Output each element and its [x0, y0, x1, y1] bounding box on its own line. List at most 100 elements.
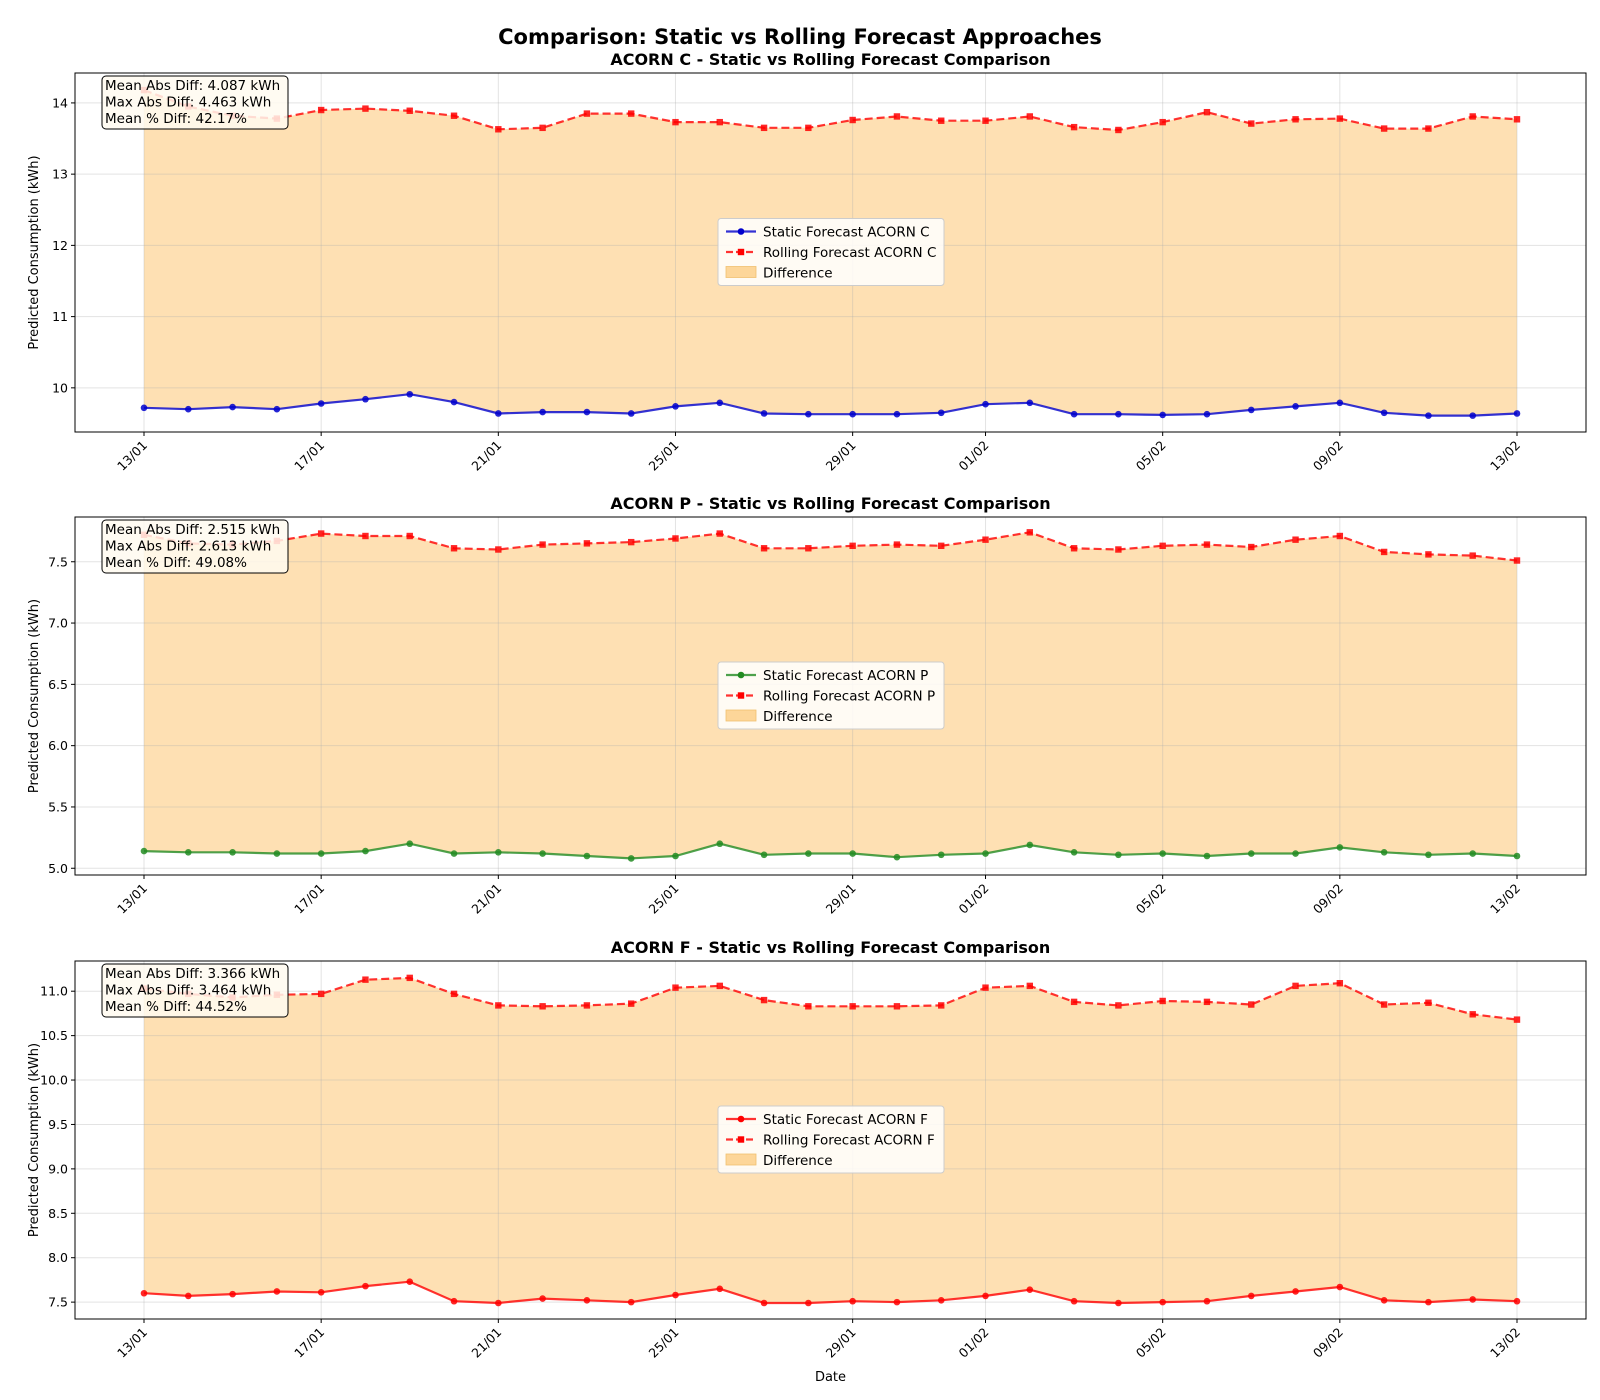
- data-point: [450, 990, 458, 998]
- data-point: [893, 853, 901, 861]
- y-axis-label: Predicted Consumption (kWh): [27, 155, 42, 349]
- legend-marker: [737, 692, 745, 699]
- data-point: [317, 1289, 325, 1296]
- stats-box-background: [101, 75, 289, 130]
- data-point: [805, 1003, 812, 1010]
- data-point: [1336, 399, 1344, 407]
- data-point: [1425, 125, 1432, 132]
- series-line-static: [143, 393, 1518, 417]
- data-point: [495, 849, 502, 856]
- data-point: [1248, 120, 1255, 127]
- data-point: [938, 542, 945, 550]
- data-point: [1203, 541, 1211, 548]
- data-point: [1026, 113, 1034, 120]
- data-point: [982, 850, 989, 857]
- data-point: [539, 850, 546, 857]
- data-point: [982, 400, 989, 408]
- data-point: [760, 1299, 768, 1307]
- data-point: [982, 984, 989, 991]
- data-point: [938, 117, 945, 124]
- data-point: [1513, 852, 1521, 860]
- data-point: [1513, 116, 1521, 123]
- data-point: [1070, 1297, 1078, 1305]
- data-point: [450, 112, 458, 119]
- data-point: [1070, 123, 1078, 131]
- data-point: [1203, 1297, 1211, 1305]
- y-tick-label: 5.0: [48, 861, 68, 876]
- data-point: [1380, 849, 1388, 856]
- data-point: [760, 996, 768, 1004]
- subplot-title: ACORN C - Static vs Rolling Forecast Com…: [610, 50, 1050, 69]
- data-point: [672, 984, 679, 991]
- data-point: [317, 850, 325, 857]
- data-point: [317, 530, 325, 537]
- data-point: [362, 395, 369, 403]
- data-point: [229, 1290, 236, 1298]
- data-point: [1248, 1001, 1255, 1008]
- data-point: [1159, 118, 1166, 126]
- stats-line: Max Abs Diff: 4.463 kWh: [105, 95, 271, 111]
- y-tick-label: 10.5: [40, 1028, 68, 1043]
- y-axis-label: Predicted Consumption (kWh): [27, 599, 42, 793]
- data-point: [583, 540, 591, 547]
- data-point: [805, 1299, 812, 1307]
- data-point: [1380, 548, 1388, 556]
- data-point: [1292, 536, 1299, 543]
- data-point: [627, 538, 635, 546]
- data-point: [583, 1297, 591, 1304]
- stats-box-background: [101, 519, 289, 574]
- data-point: [539, 1003, 546, 1010]
- data-point: [1336, 1283, 1344, 1291]
- data-point: [1513, 1297, 1521, 1305]
- series-line-static: [143, 1280, 1518, 1305]
- y-tick-label: 8.0: [48, 1250, 68, 1265]
- legend-frame: [717, 1105, 945, 1174]
- data-point: [1380, 1297, 1388, 1304]
- data-point: [1380, 409, 1388, 417]
- legend-frame: [717, 218, 945, 286]
- legend-fill-swatch: [725, 709, 757, 722]
- data-point: [539, 1295, 546, 1302]
- stats-line: Max Abs Diff: 2.613 kWh: [105, 539, 271, 555]
- data-point: [672, 535, 679, 542]
- y-tick-label: 11: [52, 309, 68, 324]
- data-point: [982, 1292, 989, 1300]
- data-point: [406, 390, 414, 398]
- data-point: [893, 1003, 901, 1010]
- data-point: [893, 1298, 901, 1306]
- data-point: [539, 408, 546, 416]
- legend: Static Forecast ACORN P Rolling Forecast …: [717, 661, 945, 730]
- data-point: [1247, 1292, 1255, 1300]
- data-point: [627, 1000, 635, 1007]
- data-point: [1159, 542, 1166, 550]
- data-point: [1115, 126, 1122, 134]
- data-point: [1115, 1002, 1122, 1009]
- subplot-2: ACORN P - Static vs Rolling Forecast Com…: [27, 494, 1587, 917]
- data-point: [1292, 1288, 1299, 1295]
- data-point: [450, 398, 458, 406]
- plot-frame: [74, 960, 1587, 1320]
- legend-frame: [717, 661, 945, 730]
- y-tick-label: 13: [52, 167, 68, 182]
- legend-fill-swatch: [725, 266, 757, 278]
- data-point: [1336, 115, 1344, 122]
- data-point: [495, 126, 502, 133]
- data-point: [450, 1297, 458, 1305]
- legend-label: Rolling Forecast ACORN F: [763, 1133, 935, 1149]
- data-point: [672, 1291, 679, 1299]
- data-point: [1203, 108, 1211, 116]
- data-point: [1203, 998, 1211, 1006]
- legend-label: Static Forecast ACORN P: [763, 668, 928, 684]
- data-point: [937, 1297, 945, 1304]
- data-point: [849, 1003, 856, 1010]
- data-point: [1203, 410, 1211, 418]
- y-tick-label: 8.5: [48, 1206, 68, 1221]
- data-point: [1248, 543, 1255, 551]
- data-point: [672, 118, 679, 126]
- data-point: [1026, 982, 1034, 990]
- y-tick-label: 14: [52, 95, 68, 110]
- data-point: [1469, 113, 1476, 120]
- data-point: [1070, 849, 1078, 856]
